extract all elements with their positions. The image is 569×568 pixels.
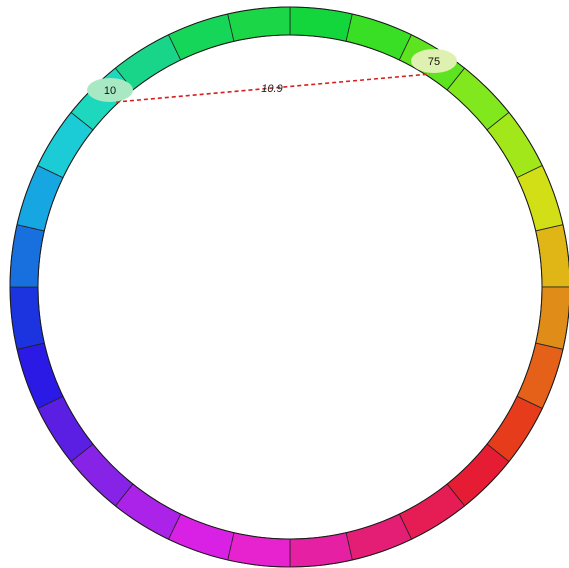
ring-segment: [535, 286, 569, 350]
ring-segment: [167, 13, 235, 61]
marker-label: 10: [104, 85, 116, 97]
distance-label: 10.9: [261, 83, 282, 95]
ring-outline: [9, 6, 569, 568]
marker-label: 75: [428, 56, 440, 68]
marker-75[interactable]: 75: [411, 49, 457, 73]
ring-segment: [345, 513, 413, 561]
ring-segment: [16, 342, 64, 410]
ring-outline: [37, 34, 543, 540]
ring-segment: [167, 513, 235, 561]
ring-segment: [516, 342, 564, 410]
distance-line: [115, 73, 431, 103]
ring-segment: [16, 164, 64, 232]
ring-segment: [535, 224, 569, 288]
ring-segments: [9, 6, 569, 568]
marker-ellipse[interactable]: [87, 78, 133, 102]
marker-ellipse[interactable]: [411, 49, 457, 73]
ring-segment: [516, 164, 564, 232]
marker-10[interactable]: 10: [87, 78, 133, 102]
ring-segment: [345, 13, 413, 61]
